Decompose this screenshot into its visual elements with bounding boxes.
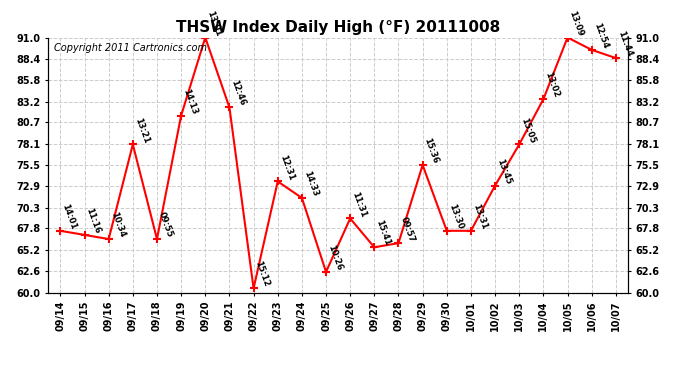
Text: 13:09: 13:09 <box>568 9 585 38</box>
Text: 13:21: 13:21 <box>133 116 150 144</box>
Title: THSW Index Daily High (°F) 20111008: THSW Index Daily High (°F) 20111008 <box>176 20 500 35</box>
Text: 15:36: 15:36 <box>423 137 440 165</box>
Text: 15:05: 15:05 <box>520 116 537 144</box>
Text: 14:33: 14:33 <box>302 170 319 198</box>
Text: 12:46: 12:46 <box>230 79 247 107</box>
Text: 10:26: 10:26 <box>326 244 344 272</box>
Text: 14:13: 14:13 <box>181 87 199 116</box>
Text: 15:41: 15:41 <box>375 219 392 247</box>
Text: 12:31: 12:31 <box>278 153 295 182</box>
Text: 13:30: 13:30 <box>447 203 464 231</box>
Text: 11:44: 11:44 <box>616 30 633 58</box>
Text: 13:45: 13:45 <box>495 158 513 186</box>
Text: 13:01: 13:01 <box>206 9 223 38</box>
Text: 13:02: 13:02 <box>544 71 561 99</box>
Text: 11:16: 11:16 <box>85 207 102 235</box>
Text: 10:34: 10:34 <box>109 211 126 239</box>
Text: 15:12: 15:12 <box>254 260 271 288</box>
Text: 14:01: 14:01 <box>61 202 78 231</box>
Text: 12:54: 12:54 <box>592 21 609 50</box>
Text: Copyright 2011 Cartronics.com: Copyright 2011 Cartronics.com <box>54 43 207 52</box>
Text: 09:57: 09:57 <box>399 215 416 243</box>
Text: 11:31: 11:31 <box>351 190 368 219</box>
Text: 09:55: 09:55 <box>157 211 175 239</box>
Text: 13:31: 13:31 <box>471 203 489 231</box>
